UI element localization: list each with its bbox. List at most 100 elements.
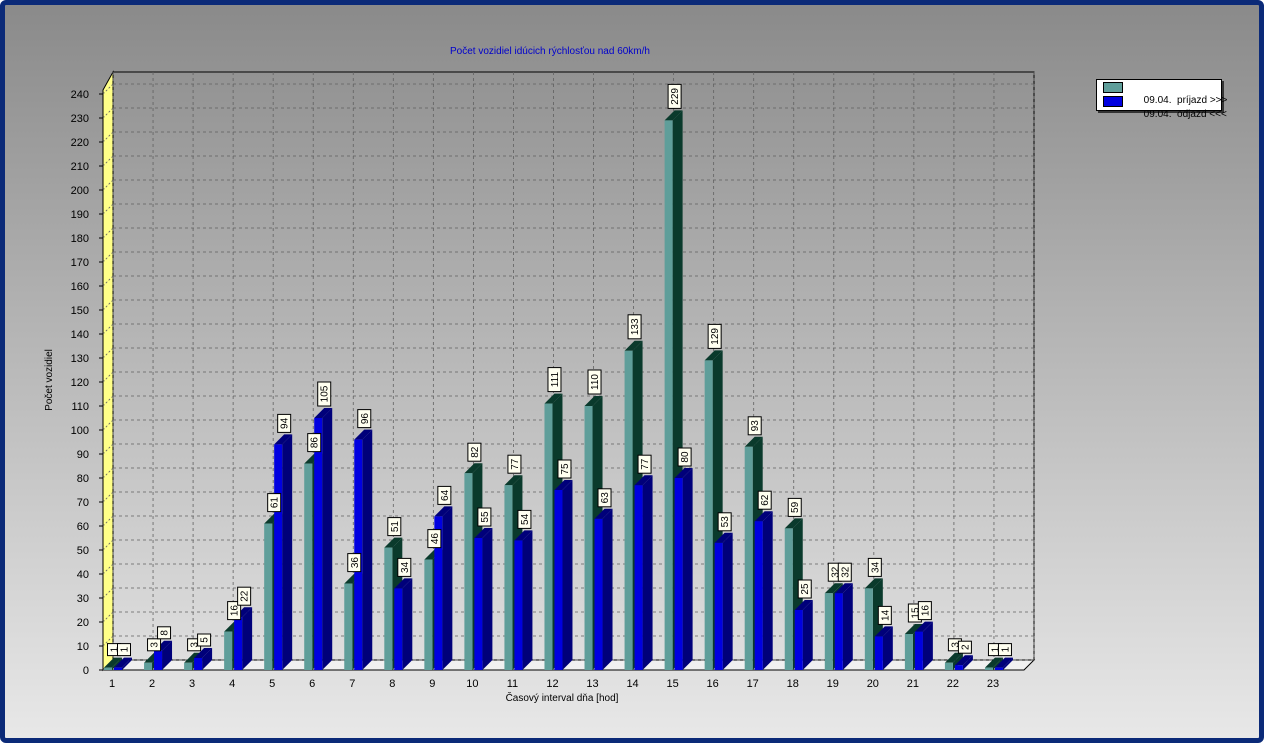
bar-odjazd xyxy=(794,600,813,670)
y-tick-label: 240 xyxy=(71,89,89,101)
x-tick-label: 20 xyxy=(867,678,879,690)
x-tick-label: 10 xyxy=(466,678,478,690)
bar-odjazd-side xyxy=(482,528,493,670)
bar-odjazd xyxy=(514,530,533,670)
bar-odjazd-top xyxy=(994,657,1013,668)
bar-odjazd-front xyxy=(994,667,1003,670)
bar-odjazd-side xyxy=(522,530,533,670)
data-label-odjazd: 22 xyxy=(240,590,251,602)
x-tick-label: 19 xyxy=(827,678,839,690)
bar-prijazd-side xyxy=(992,657,1003,670)
bar-odjazd-top xyxy=(794,600,813,610)
x-tick-label: 7 xyxy=(349,678,355,690)
bar-prijazd-front xyxy=(144,662,153,670)
y-tick-label: 130 xyxy=(71,353,89,365)
data-label-prijazd: 1 xyxy=(990,646,1001,652)
data-label-odjazd-box xyxy=(117,643,131,657)
data-label-prijazd: 32 xyxy=(830,566,841,578)
legend: 09.04. príjazd >>> 09.04. odjazd <<< xyxy=(1096,79,1227,120)
data-label-prijazd-box xyxy=(707,323,722,349)
bar-odjazd-top xyxy=(594,508,613,519)
data-label-odjazd-box xyxy=(197,633,212,647)
data-label-prijazd-box xyxy=(307,433,322,453)
data-label-odjazd-box xyxy=(997,643,1012,657)
bar-prijazd xyxy=(104,657,122,670)
bar-prijazd-front xyxy=(464,473,473,670)
x-tick-label: 11 xyxy=(507,678,518,690)
data-label-odjazd-box xyxy=(317,381,332,407)
y-tick-label: 190 xyxy=(71,209,89,221)
x-tick-label: 15 xyxy=(666,678,678,690)
bar-prijazd-front xyxy=(744,446,753,670)
data-label-odjazd: 32 xyxy=(840,566,851,578)
data-label-odjazd: 34 xyxy=(400,561,411,573)
data-label-prijazd: 82 xyxy=(470,446,481,458)
data-label-odjazd: 55 xyxy=(480,511,491,523)
bar-prijazd-front xyxy=(424,559,433,670)
data-label-odjazd-box xyxy=(597,488,612,508)
data-label-prijazd: 34 xyxy=(870,561,881,573)
bar-prijazd-top xyxy=(544,393,563,404)
bar-prijazd-front xyxy=(104,667,112,670)
bar-prijazd-front xyxy=(544,403,553,670)
y-tick-label: 220 xyxy=(71,137,89,149)
data-label-odjazd: 1 xyxy=(120,646,131,652)
y-tick-label: 210 xyxy=(71,161,89,173)
bar-odjazd-side xyxy=(602,508,613,670)
data-label-odjazd: 75 xyxy=(560,463,571,475)
x-axis-title: Časový interval dňa [hod] xyxy=(506,691,619,704)
bar-odjazd-side xyxy=(242,607,253,670)
y-tick-label: 120 xyxy=(71,377,89,389)
data-label-prijazd-box xyxy=(347,553,362,573)
data-label-odjazd-box xyxy=(677,447,692,467)
bar-odjazd xyxy=(434,506,453,670)
x-tick-label: 12 xyxy=(546,678,558,690)
bar-odjazd-side xyxy=(962,655,973,670)
data-label-odjazd-box xyxy=(277,413,292,433)
bar-prijazd-front xyxy=(784,528,793,670)
bar-odjazd-side xyxy=(562,480,573,670)
y-tick-label: 100 xyxy=(71,425,89,437)
bar-odjazd-front xyxy=(234,617,243,670)
data-label-odjazd-box xyxy=(757,490,772,510)
bar-odjazd xyxy=(634,475,653,670)
bar-odjazd xyxy=(674,468,693,670)
bar-odjazd xyxy=(834,583,853,670)
data-label-prijazd: 36 xyxy=(350,557,361,569)
data-label-odjazd: 2 xyxy=(960,644,971,650)
data-label-odjazd: 5 xyxy=(200,637,211,643)
y-tick-label: 20 xyxy=(77,617,89,629)
bar-odjazd-front xyxy=(194,658,203,670)
bar-odjazd xyxy=(994,657,1013,670)
data-label-odjazd: 16 xyxy=(920,605,931,617)
data-label-odjazd: 94 xyxy=(280,417,291,429)
bar-odjazd xyxy=(394,578,413,670)
bar-odjazd-side xyxy=(122,657,132,670)
data-label-odjazd: 8 xyxy=(160,630,171,636)
bar-odjazd-top xyxy=(634,475,653,486)
x-tick-label: 18 xyxy=(787,678,799,690)
bar-prijazd-top xyxy=(904,624,923,634)
bar-odjazd-front xyxy=(314,418,323,670)
bar-odjazd-front xyxy=(914,631,923,670)
bar-odjazd-side xyxy=(202,648,213,670)
bar-odjazd xyxy=(714,532,733,670)
data-label-prijazd: 3 xyxy=(950,642,961,648)
bar-odjazd xyxy=(874,626,893,670)
bar-odjazd xyxy=(354,429,373,670)
legend-label-prijazd: 09.04. príjazd >>> xyxy=(1143,95,1228,106)
data-label-prijazd: 59 xyxy=(790,501,801,513)
bar-odjazd-top xyxy=(314,408,333,418)
data-label-prijazd-box xyxy=(427,529,442,549)
bar-odjazd-top xyxy=(514,530,533,541)
data-label-odjazd: 80 xyxy=(680,451,691,463)
x-tick-label: 8 xyxy=(389,678,395,690)
data-label-prijazd-box xyxy=(787,497,802,517)
bar-odjazd-front xyxy=(514,540,523,670)
bar-odjazd-side xyxy=(842,583,853,670)
data-label-odjazd: 14 xyxy=(880,609,891,621)
data-label-odjazd-box xyxy=(517,509,532,529)
bar-odjazd-top xyxy=(474,528,493,538)
bar-prijazd-front xyxy=(704,360,713,670)
